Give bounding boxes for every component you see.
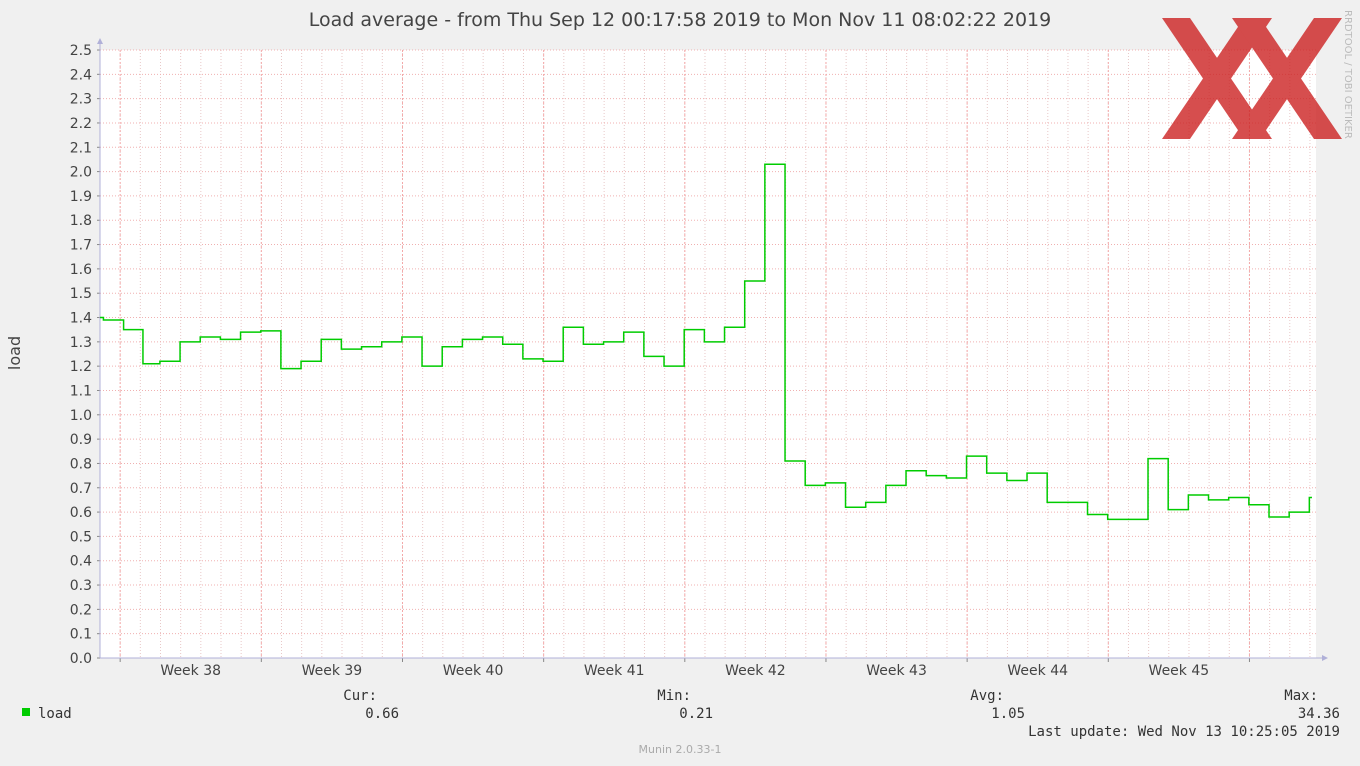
y-tick-label: 2.0 [70,165,92,181]
x-tick-label: Week 40 [443,663,504,679]
legend-series-label: load [38,706,72,722]
series-line-load [100,163,1312,521]
watermark-logo [1162,18,1342,139]
y-tick-label: 0.3 [70,578,92,594]
y-tick-label: 1.8 [70,213,92,229]
y-tick-label: 0.8 [70,456,92,472]
legend-swatch [22,708,30,716]
y-tick-label: 2.5 [70,43,92,59]
y-tick-label: 2.3 [70,92,92,108]
x-tick-label: Week 39 [302,663,363,679]
y-tick-label: 2.4 [70,67,92,83]
logo-stroke-2 [1162,18,1272,139]
min-value: 0.21 [679,706,713,722]
plot-area [100,50,1316,658]
y-tick-label: 2.2 [70,116,92,132]
series-group [100,163,1312,521]
x-axis-arrow [1322,655,1328,661]
max-label: Max: [1284,688,1318,704]
logo-stroke-4 [1232,18,1342,139]
min-label: Min: [657,688,691,704]
avg-value: 1.05 [991,706,1025,722]
avg-label: Avg: [970,688,1004,704]
y-tick-label: 1.7 [70,238,92,254]
y-tick-label: 0.7 [70,481,92,497]
y-tick-label: 1.3 [70,335,92,351]
y-tick-label: 0.9 [70,432,92,448]
y-tick-label: 2.1 [70,140,92,156]
major-grid [100,49,1316,659]
y-tick-label: 0.4 [70,554,92,570]
x-tick-label: Week 41 [584,663,645,679]
x-tick-label: Week 43 [866,663,927,679]
y-tick-label: 1.5 [70,286,92,302]
y-tick-label: 0.5 [70,529,92,545]
y-tick-label: 1.4 [70,311,92,327]
y-tick-label: 0.0 [70,651,92,667]
x-tick-label: Week 42 [725,663,786,679]
x-tick-label: Week 38 [160,663,221,679]
y-axis-arrow [97,38,103,44]
x-tick-label: Week 45 [1149,663,1210,679]
x-tick-labels: Week 38 Week 39 Week 40 Week 41 Week 42 Week … [160,663,1209,679]
y-tick-label: 1.9 [70,189,92,205]
x-tick-label: Week 44 [1007,663,1068,679]
y-tick-label: 1.6 [70,262,92,278]
cur-label: Cur: [343,688,377,704]
axes [97,38,1328,662]
rrdtool-credit: RRDTOOL / TOBI OETIKER [1342,10,1353,139]
y-tick-label: 1.2 [70,359,92,375]
y-tick-labels: 0.0 0.1 0.2 0.3 0.4 0.5 0.6 0.7 0.8 0.9 1.0 1.1 1.2 1… [70,43,92,667]
last-update: Last update: Wed Nov 13 10:25:05 2019 [1028,724,1340,740]
max-value: 34.36 [1298,706,1340,722]
y-tick-label: 0.2 [70,602,92,618]
y-tick-label: 0.1 [70,627,92,643]
y-tick-label: 1.1 [70,383,92,399]
chart-title: Load average - from Thu Sep 12 00:17:58 … [309,9,1051,31]
y-tick-label: 0.6 [70,505,92,521]
cur-value: 0.66 [365,706,399,722]
y-axis-label: load [5,336,24,370]
munin-version: Munin 2.0.33-1 [639,743,722,756]
y-tick-label: 1.0 [70,408,92,424]
